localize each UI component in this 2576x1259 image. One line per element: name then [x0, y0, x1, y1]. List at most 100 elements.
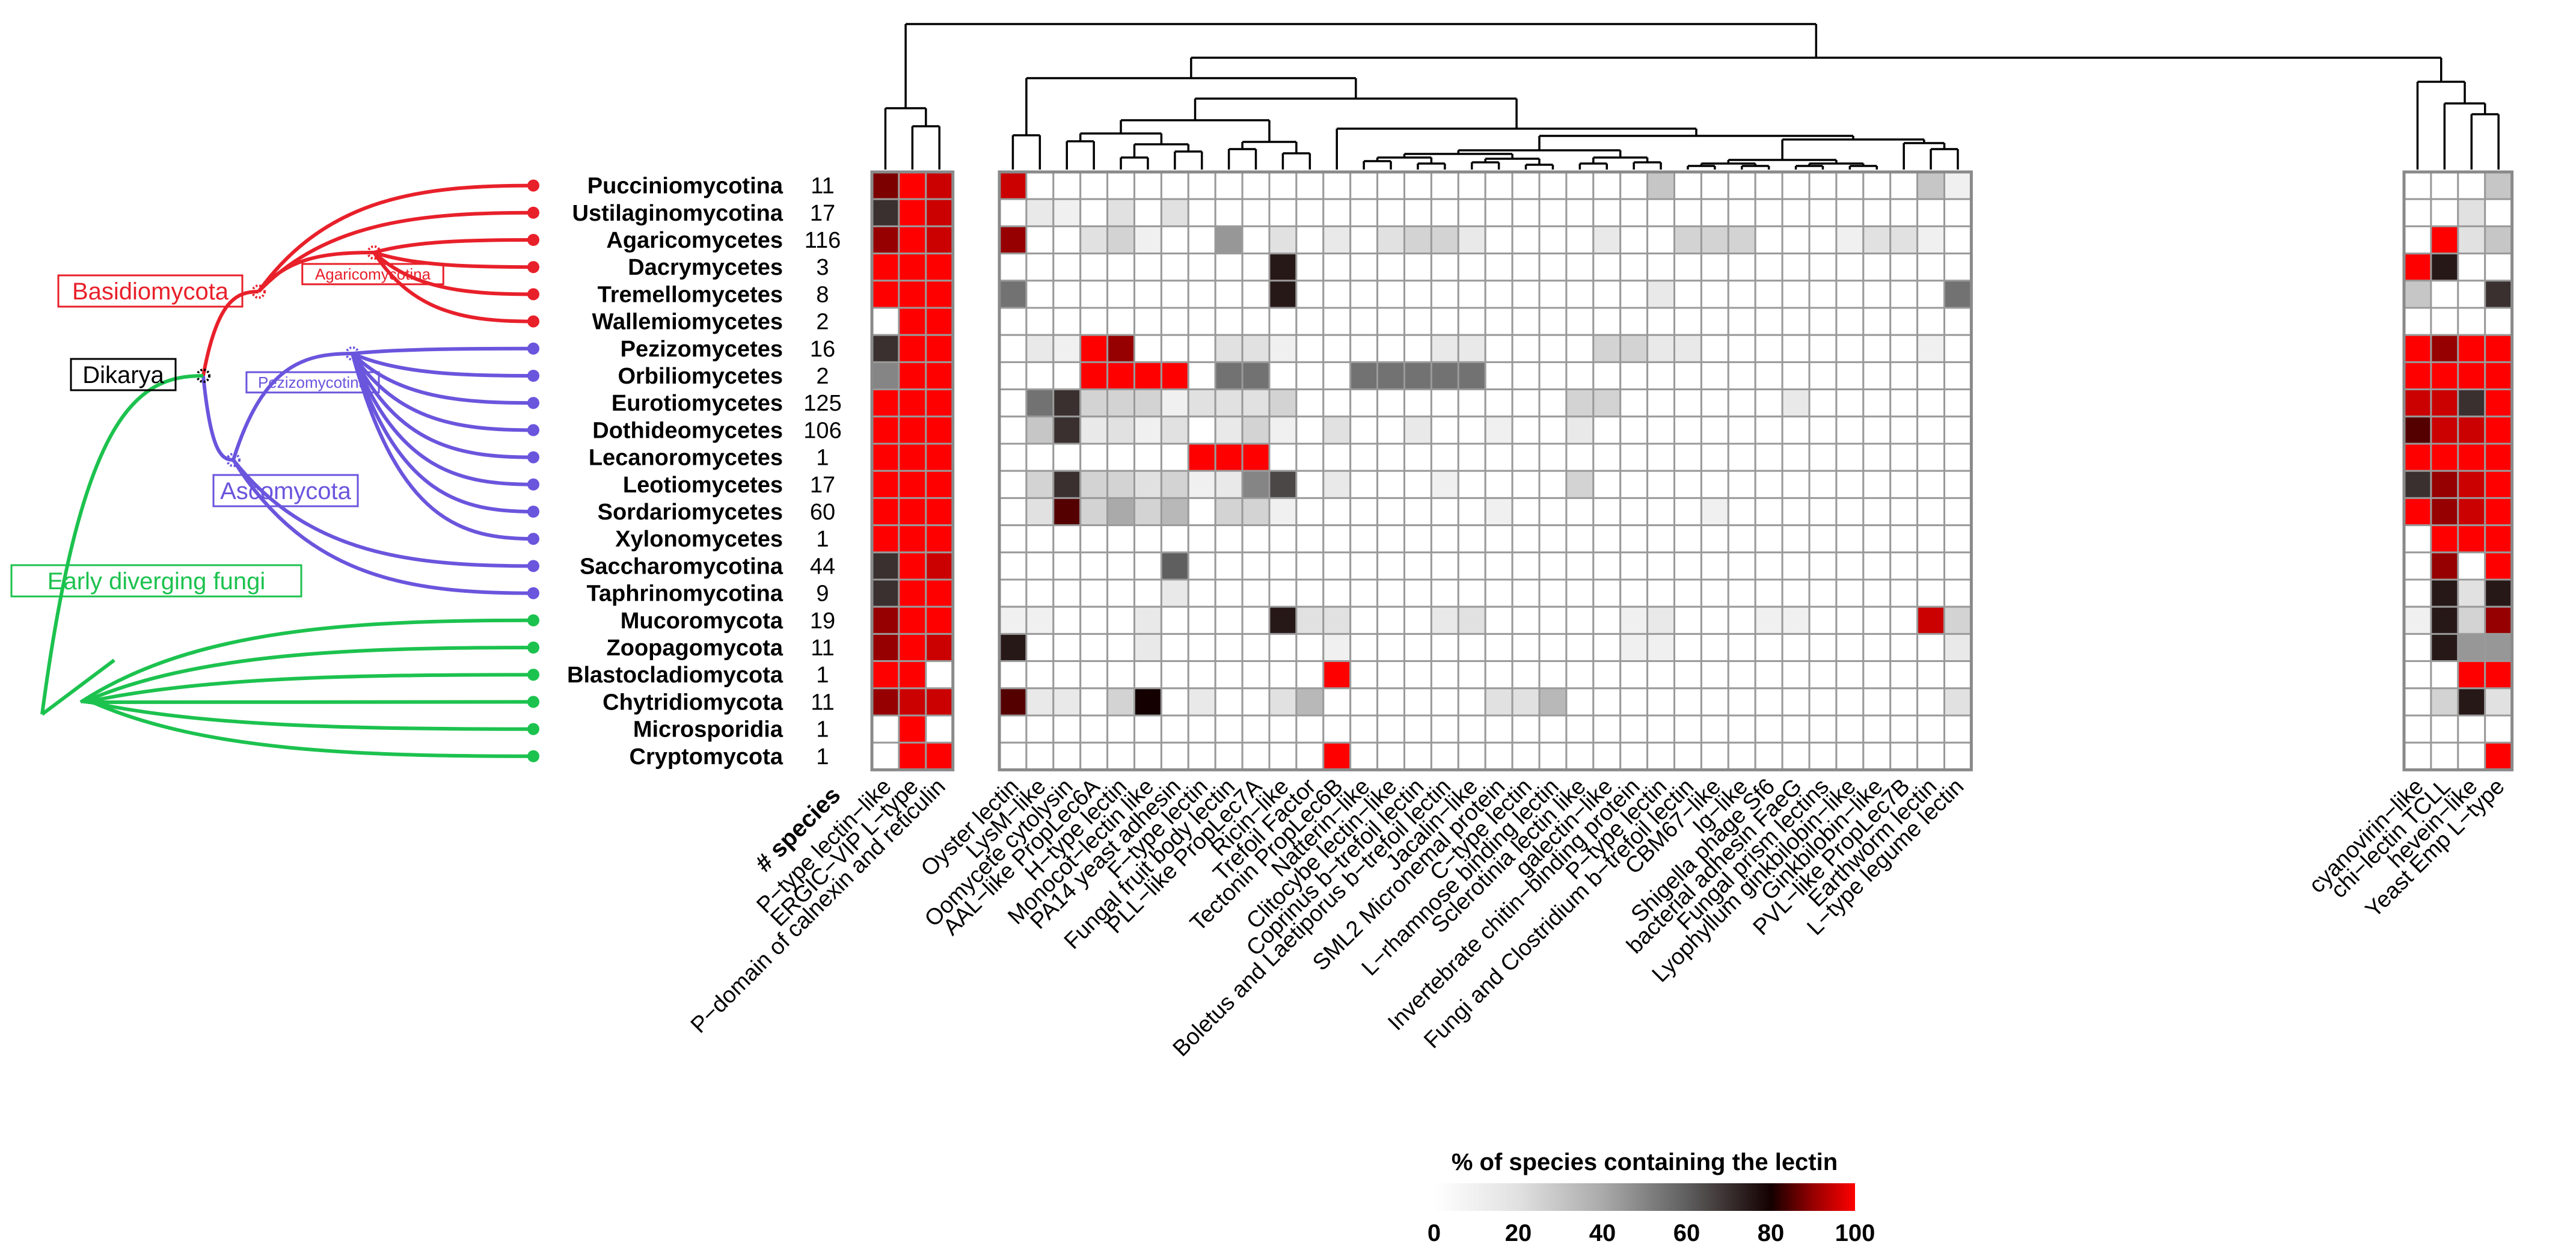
- heatmap-cell: [1376, 307, 1406, 336]
- heatmap-cell: [2457, 388, 2486, 418]
- heatmap-cell: [1673, 280, 1702, 309]
- tree-branch: [257, 183, 534, 293]
- heatmap-cell: [1727, 388, 1756, 418]
- species-count: 17: [810, 201, 835, 226]
- tree-tip: [527, 179, 539, 192]
- heatmap-cell: [1727, 415, 1756, 445]
- heatmap-cell: [1673, 714, 1702, 744]
- heatmap-cell: [2430, 660, 2459, 690]
- heatmap-cell: [1835, 415, 1865, 445]
- heatmap-cell: [998, 578, 1028, 608]
- heatmap-cell: [1835, 470, 1865, 499]
- heatmap-cell: [871, 714, 900, 744]
- heatmap-cell: [1727, 633, 1756, 663]
- heatmap-cell: [1835, 253, 1865, 282]
- heatmap-cell: [1268, 171, 1298, 200]
- heatmap-cell: [1511, 307, 1541, 336]
- heatmap-cell: [1376, 497, 1406, 527]
- heatmap-cell: [1862, 225, 1892, 255]
- heatmap-cell: [871, 605, 900, 635]
- heatmap-cell: [1889, 307, 1919, 336]
- heatmap-cell: [998, 524, 1028, 554]
- tree-branch: [372, 251, 534, 296]
- heatmap-cell: [1376, 225, 1406, 255]
- heatmap-cell: [1133, 470, 1162, 499]
- row-label: Lecanoromycetes: [589, 446, 783, 471]
- heatmap-cell: [1160, 660, 1189, 690]
- heatmap-cell: [1214, 415, 1244, 445]
- heatmap-cell: [1754, 714, 1783, 744]
- tree-branch: [232, 352, 353, 461]
- label-basidiomycota: Basidiomycota: [72, 278, 229, 305]
- heatmap-cell: [1187, 524, 1216, 554]
- heatmap-cell: [2430, 524, 2459, 554]
- heatmap-cell: [1160, 714, 1189, 744]
- heatmap-cell: [1214, 307, 1244, 336]
- heatmap-cell: [1187, 225, 1216, 255]
- heatmap-cell: [1295, 253, 1325, 282]
- heatmap-cell: [1754, 415, 1783, 445]
- heatmap-cell: [1700, 578, 1729, 608]
- heatmap-cell: [871, 497, 900, 527]
- heatmap-cell: [1565, 660, 1595, 690]
- heatmap-cell: [1646, 171, 1676, 200]
- heatmap-cell: [1619, 280, 1649, 309]
- heatmap-cell: [2484, 687, 2513, 717]
- heatmap-cell: [1619, 171, 1649, 200]
- heatmap-cell: [1133, 551, 1162, 581]
- heatmap-cell: [1646, 524, 1676, 554]
- heatmap-cell: [1565, 605, 1595, 635]
- heatmap-cell: [1619, 334, 1649, 363]
- heatmap-cell: [1430, 415, 1459, 445]
- heatmap-cell: [1295, 171, 1325, 200]
- heatmap-cell: [1376, 687, 1406, 717]
- heatmap-cell: [1484, 524, 1513, 554]
- heatmap-cell: [1754, 198, 1783, 227]
- heatmap-cell: [1646, 578, 1676, 608]
- heatmap-cell: [1781, 171, 1811, 200]
- heatmap-cell: [1403, 361, 1432, 391]
- heatmap-cell: [1268, 307, 1298, 336]
- heatmap-cell: [2457, 660, 2486, 690]
- heatmap-cell: [1538, 714, 1568, 744]
- heatmap-cell: [898, 551, 927, 581]
- heatmap-cell: [2457, 253, 2486, 282]
- heatmap-cell: [1457, 253, 1486, 282]
- heatmap-cell: [2403, 660, 2432, 690]
- heatmap-cell: [898, 253, 927, 282]
- heatmap-cell: [1376, 551, 1406, 581]
- heatmap-cell: [1592, 388, 1622, 418]
- heatmap-cell: [1241, 660, 1271, 690]
- heatmap-cell: [925, 415, 954, 445]
- heatmap-cell: [1160, 171, 1189, 200]
- heatmap-cell: [1565, 551, 1595, 581]
- heatmap-cell: [1889, 633, 1919, 663]
- species-count: 106: [803, 418, 841, 443]
- heatmap-cell: [1295, 633, 1325, 663]
- heatmap-cell: [1349, 198, 1379, 227]
- heatmap-block-border: [870, 170, 955, 771]
- heatmap-cell: [1781, 225, 1811, 255]
- heatmap-cell: [1781, 443, 1811, 472]
- heatmap-cell: [2403, 687, 2432, 717]
- heatmap-cell: [1538, 578, 1568, 608]
- heatmap-cell: [1565, 633, 1595, 663]
- heatmap-cell: [1160, 225, 1189, 255]
- column-dendrogram: [884, 23, 2500, 170]
- tree-tip: [527, 424, 539, 437]
- heatmap-cell: [1376, 605, 1406, 635]
- heatmap-cell: [1349, 253, 1379, 282]
- heatmap-cell: [1133, 225, 1162, 255]
- heatmap-cell: [1916, 388, 1946, 418]
- heatmap-cell: [1538, 307, 1568, 336]
- heatmap-cell: [998, 551, 1028, 581]
- tree-branch: [373, 251, 534, 269]
- heatmap-cell: [925, 714, 954, 744]
- heatmap-cell: [871, 253, 900, 282]
- heatmap-cell: [1322, 361, 1352, 391]
- heatmap-cell: [1943, 470, 1972, 499]
- heatmap-cell: [1106, 253, 1135, 282]
- heatmap-cell: [2430, 388, 2459, 418]
- heatmap-cell: [1835, 443, 1865, 472]
- heatmap-cell: [1592, 524, 1622, 554]
